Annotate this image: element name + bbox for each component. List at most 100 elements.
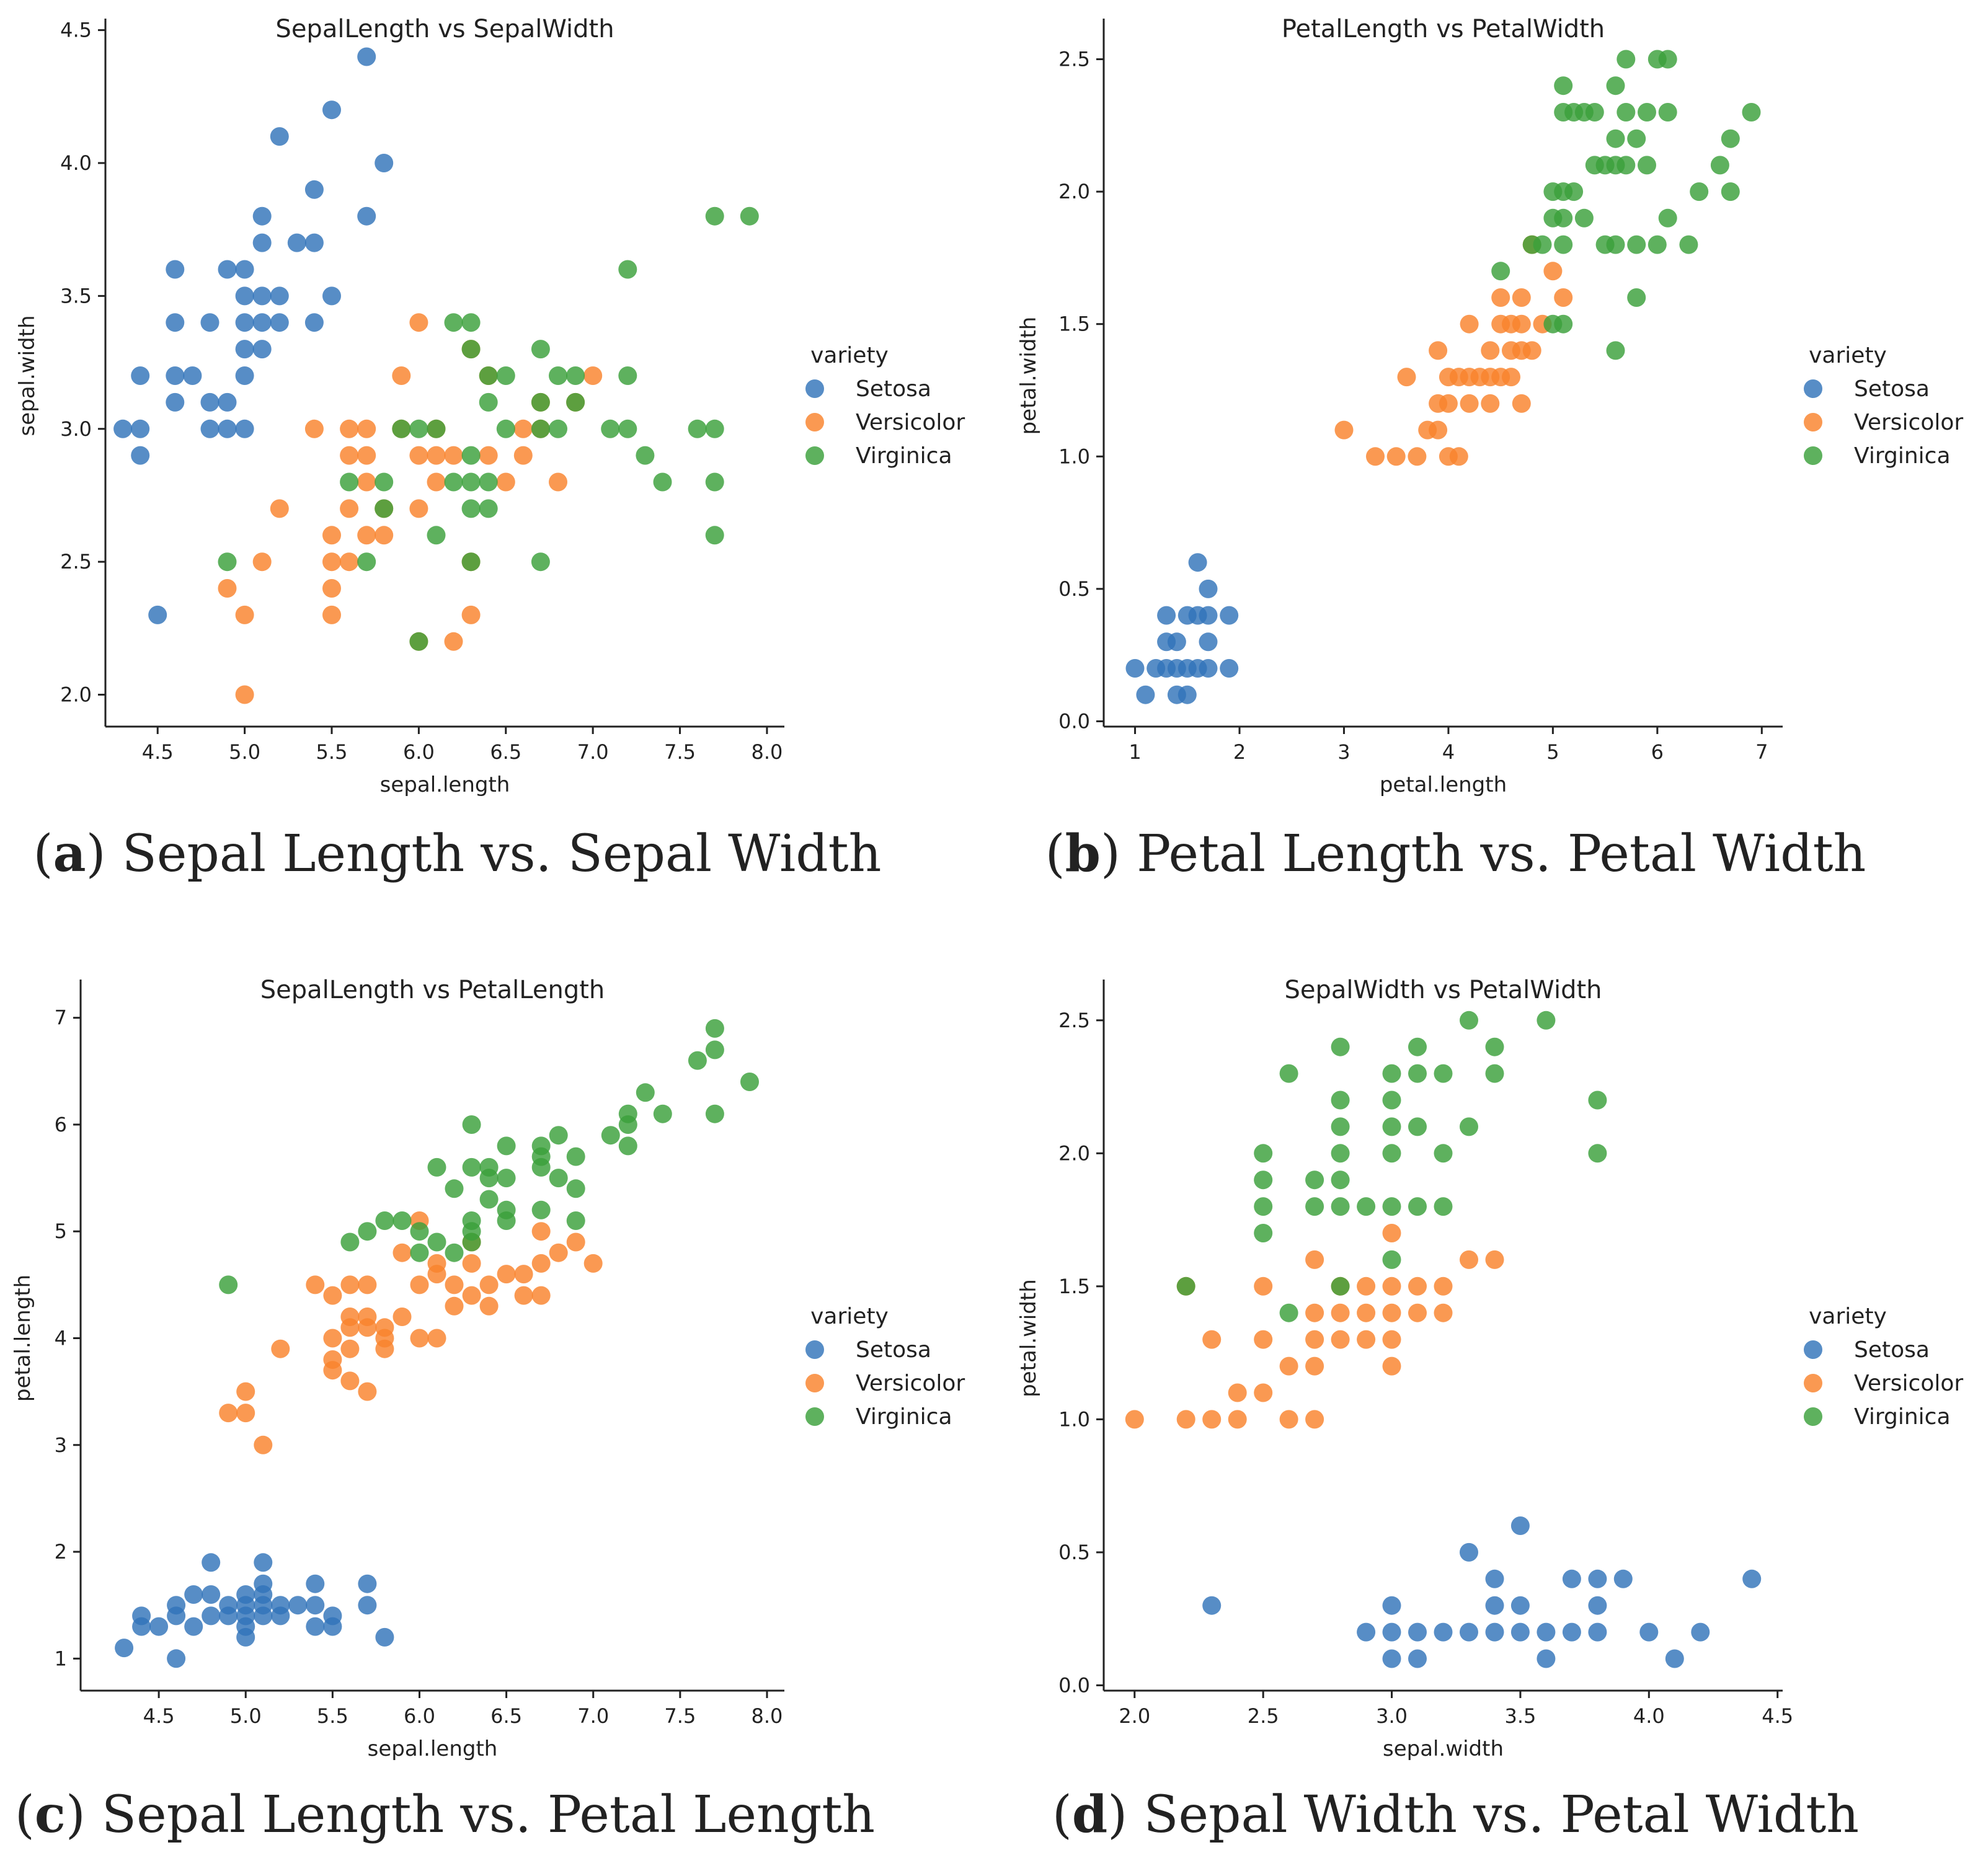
data-point-versicolor [323, 1286, 342, 1305]
legend-label-virginica: Virginica [856, 1404, 952, 1430]
data-point-virginica [375, 472, 394, 492]
data-point-setosa [235, 340, 254, 359]
caption-paren-open: ( [33, 825, 53, 883]
data-point-versicolor [409, 499, 428, 518]
data-point-versicolor [496, 472, 515, 492]
legend-label-setosa: Setosa [1854, 376, 1930, 402]
data-point-versicolor [1460, 394, 1479, 413]
data-point-versicolor [358, 1382, 377, 1401]
data-point-versicolor [1408, 1303, 1427, 1322]
data-point-setosa [1510, 1596, 1530, 1615]
data-point-setosa [166, 313, 185, 332]
data-point-setosa [1588, 1569, 1607, 1588]
data-point-versicolor [410, 1329, 429, 1348]
data-point-virginica [1254, 1144, 1273, 1163]
points-group [113, 47, 759, 704]
data-point-virginica [566, 392, 585, 412]
data-point-versicolor [1460, 1250, 1478, 1269]
data-point-virginica [461, 313, 481, 332]
data-point-versicolor [479, 1275, 499, 1294]
data-point-setosa [235, 260, 254, 279]
data-point-virginica [497, 1200, 516, 1219]
data-point-versicolor [1502, 368, 1520, 387]
data-point-versicolor [375, 1318, 394, 1337]
y-tick-label: 5 [55, 1219, 67, 1243]
data-point-setosa [1188, 553, 1207, 572]
data-point-versicolor [358, 1307, 377, 1326]
data-point-virginica [688, 419, 707, 438]
data-point-versicolor [340, 1339, 360, 1358]
data-point-setosa [184, 1585, 203, 1604]
caption-letter: a [53, 824, 86, 883]
data-point-virginica [740, 206, 759, 226]
data-point-setosa [252, 206, 272, 226]
data-point-setosa [1510, 1622, 1530, 1642]
data-point-virginica [375, 499, 394, 518]
points-group [115, 1019, 759, 1668]
data-point-virginica [653, 1104, 672, 1123]
data-point-versicolor [1382, 1276, 1401, 1296]
y-tick-label: 1 [55, 1647, 67, 1670]
data-point-setosa [304, 233, 324, 252]
data-point-versicolor [1429, 420, 1448, 440]
data-point-versicolor [479, 446, 498, 465]
data-point-versicolor [1491, 288, 1510, 307]
x-tick-label: 6.5 [490, 1704, 522, 1728]
data-point-virginica [1331, 1037, 1350, 1056]
chart-panel-d: 2.0 2.5 3.0 3.5 4.0 4.5 0.0 0.5 1.0 1.5 2.0 2.5 Sepa… [1016, 976, 1963, 1844]
legend-title: variety [810, 343, 889, 368]
data-point-setosa [235, 419, 254, 438]
caption-paren-open: ( [1045, 825, 1065, 883]
data-point-virginica [496, 419, 515, 438]
data-point-setosa [1613, 1569, 1633, 1588]
caption-text: Sepal Width vs. Petal Width [1143, 1785, 1859, 1844]
data-point-setosa [1199, 632, 1218, 652]
data-point-setosa [1460, 1622, 1478, 1642]
data-point-versicolor [357, 526, 376, 545]
data-point-virginica [1588, 1091, 1607, 1110]
data-point-virginica [375, 1211, 394, 1230]
data-point-setosa [218, 392, 237, 412]
caption-letter: d [1072, 1785, 1107, 1844]
data-point-versicolor [392, 1243, 412, 1262]
data-point-virginica [358, 1222, 377, 1241]
data-point-setosa [131, 366, 150, 385]
data-point-versicolor [323, 1329, 342, 1348]
data-point-setosa [357, 47, 376, 66]
y-tick-label: 3.5 [60, 284, 92, 308]
data-point-virginica [410, 1243, 429, 1262]
chart-title: SepalLength vs SepalWidth [275, 15, 614, 43]
legend-marker-versicolor [1804, 1374, 1822, 1392]
legend-label-setosa: Setosa [856, 1337, 931, 1363]
data-point-setosa [1408, 1649, 1427, 1668]
data-point-versicolor [236, 1382, 255, 1401]
data-point-virginica [1606, 129, 1625, 148]
data-point-setosa [167, 1649, 186, 1668]
y-tick-label: 0.5 [1058, 1541, 1090, 1564]
data-point-virginica [427, 1157, 446, 1177]
data-point-setosa [252, 233, 272, 252]
data-point-virginica [1606, 235, 1625, 254]
data-point-virginica [1382, 1064, 1401, 1083]
x-tick-label: 4.5 [143, 1704, 175, 1728]
data-point-versicolor [1125, 1410, 1144, 1429]
legend: variety Setosa Versicolor Virginica [805, 1304, 965, 1430]
data-point-setosa [200, 419, 220, 438]
caption-paren-close: ) [86, 825, 122, 883]
data-point-virginica [1617, 103, 1636, 122]
caption-text: Sepal Length vs. Petal Length [102, 1785, 875, 1844]
y-tick-label: 2 [55, 1540, 67, 1564]
data-point-versicolor [340, 1307, 360, 1326]
data-point-setosa [166, 260, 185, 279]
data-point-virginica [531, 392, 550, 412]
legend-title: variety [1809, 343, 1887, 368]
data-point-versicolor [549, 472, 567, 492]
data-point-setosa [288, 1596, 308, 1615]
data-point-versicolor [549, 1243, 568, 1262]
data-point-versicolor [1202, 1410, 1222, 1429]
data-point-versicolor [1522, 341, 1541, 360]
data-point-virginica [461, 552, 481, 572]
data-point-virginica [1638, 156, 1656, 175]
data-point-virginica [462, 1115, 481, 1134]
data-point-virginica [566, 1211, 585, 1230]
